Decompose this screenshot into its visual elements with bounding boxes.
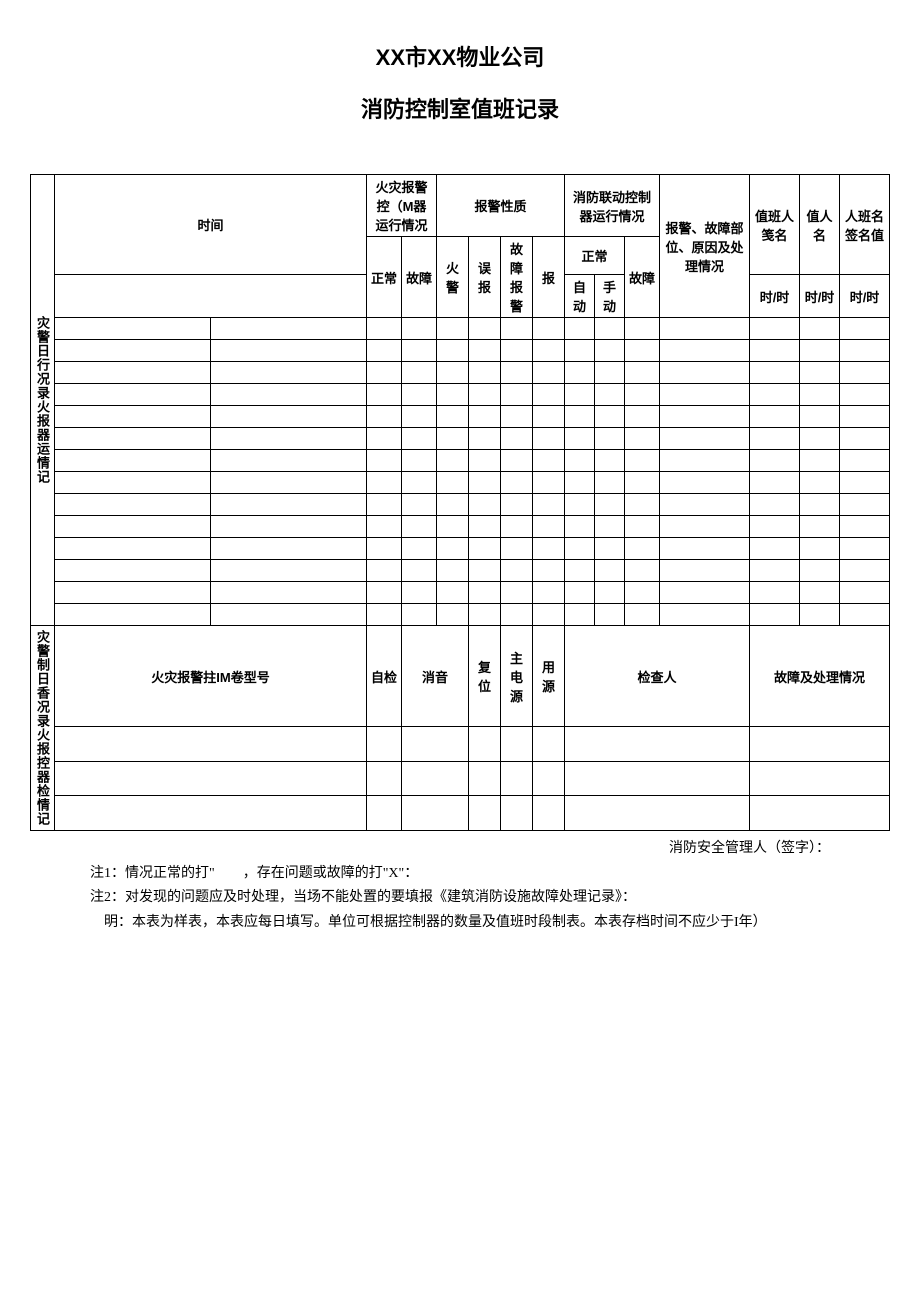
hdr-normal: 正常 (367, 237, 402, 318)
table-row (31, 384, 890, 406)
table-row (31, 604, 890, 626)
table-row (31, 796, 890, 831)
note2: 注2：对发现的问题应及时处理，当场不能处置的要填报《建筑消防设施故障处理记录》： (90, 887, 850, 909)
table-row (31, 494, 890, 516)
hdr-normal2: 正常 (565, 237, 625, 275)
hdr-alarm-nature: 报警性质 (437, 175, 565, 237)
hdr-fault2: 故障 (625, 237, 660, 318)
form-title: 消防控制室值班记录 (30, 92, 890, 124)
note1: 注1：情况正常的打" ，存在问题或故障的打"X"： (90, 863, 850, 885)
hdr-fire-alarm-ctrl: 火灾报警控（M器运行情况 (367, 175, 437, 237)
table-row (31, 340, 890, 362)
table-row (31, 538, 890, 560)
hdr-backup-power: 用源 (533, 626, 565, 727)
table-row (31, 450, 890, 472)
table-row (31, 428, 890, 450)
table-row (31, 727, 890, 762)
table-row (31, 761, 890, 796)
hdr-reset: 复位 (469, 626, 501, 727)
table-row (31, 582, 890, 604)
hdr-main-power: 主电源 (501, 626, 533, 727)
hdr-alarm-fault-loc: 报警、故障部位、原因及处理情况 (660, 175, 750, 318)
hdr-fire-alarm: 火警 (437, 237, 469, 318)
hdr-fault: 故障 (402, 237, 437, 318)
hdr-person-name: 值人名 (800, 175, 840, 275)
hdr-self-check: 自检 (367, 626, 402, 727)
hdr-report: 报 (533, 237, 565, 318)
time-sub-blank (55, 275, 367, 318)
hdr-fault-alarm: 故障报警 (501, 237, 533, 318)
table-row (31, 472, 890, 494)
hdr-duty-sign: 值班人笺名 (750, 175, 800, 275)
hdr-model: 火灾报警拄IM卷型号 (55, 626, 367, 727)
hdr-linkage-ctrl: 消防联动控制器运行情况 (565, 175, 660, 237)
hdr-time: 时间 (55, 175, 367, 275)
section2-side-label: 灾警制日香况录火报控器检情记 (31, 626, 55, 831)
manager-sign: 消防安全管理人（签字）： (30, 831, 890, 861)
main-table: 灾警日行况录火报器运情记 时间 火灾报警控（M器运行情况 报警性质 消防联动控制… (30, 174, 890, 831)
table-row (31, 560, 890, 582)
note3: 明：本表为样表，本表应每日填写。单位可根据控制器的数量及值班时段制表。本表存档时… (90, 912, 850, 934)
table-row (31, 516, 890, 538)
hdr-tt3: 时/时 (840, 275, 890, 318)
table-row (31, 318, 890, 340)
section1-side-label: 灾警日行况录火报器运情记 (31, 175, 55, 626)
hdr-manual: 手动 (595, 275, 625, 318)
table-row (31, 406, 890, 428)
hdr-silence: 消音 (402, 626, 469, 727)
company-title: XX市XX物业公司 (30, 40, 890, 72)
hdr-shift-sign: 人班名签名值 (840, 175, 890, 275)
hdr-tt1: 时/时 (750, 275, 800, 318)
notes-block: 注1：情况正常的打" ，存在问题或故障的打"X"： 注2：对发现的问题应及时处理… (30, 863, 890, 934)
hdr-auto: 自动 (565, 275, 595, 318)
hdr-tt2: 时/时 (800, 275, 840, 318)
hdr-inspector: 检查人 (565, 626, 750, 727)
table-row (31, 362, 890, 384)
hdr-fault-handling: 故障及处理情况 (750, 626, 890, 727)
hdr-false-alarm: 误报 (469, 237, 501, 318)
